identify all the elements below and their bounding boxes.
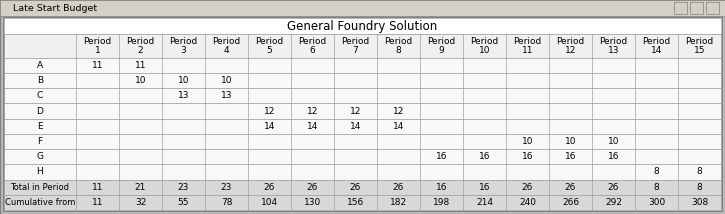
Text: 308: 308 xyxy=(691,198,708,207)
Text: 13: 13 xyxy=(220,91,232,100)
Text: 11: 11 xyxy=(92,61,103,70)
Text: 240: 240 xyxy=(519,198,536,207)
Text: 156: 156 xyxy=(347,198,364,207)
Text: 26: 26 xyxy=(393,183,404,192)
Text: 16: 16 xyxy=(522,152,534,161)
Text: 55: 55 xyxy=(178,198,189,207)
Text: 11: 11 xyxy=(135,61,146,70)
Text: 14: 14 xyxy=(264,122,276,131)
Text: 78: 78 xyxy=(220,198,232,207)
Text: 12: 12 xyxy=(393,107,404,116)
Text: Total in Period: Total in Period xyxy=(10,183,70,192)
Text: G: G xyxy=(36,152,44,161)
Text: General Foundry Solution: General Foundry Solution xyxy=(287,20,438,33)
Text: D: D xyxy=(36,107,44,116)
Text: 292: 292 xyxy=(605,198,622,207)
Text: 198: 198 xyxy=(433,198,450,207)
Text: F: F xyxy=(38,137,43,146)
Text: 214: 214 xyxy=(476,198,493,207)
Bar xyxy=(4,88,721,103)
Bar xyxy=(0,0,725,16)
Text: 266: 266 xyxy=(562,198,579,207)
Text: 26: 26 xyxy=(307,183,318,192)
Text: 23: 23 xyxy=(178,183,189,192)
Text: Period
1: Period 1 xyxy=(83,37,112,55)
Text: Late Start Budget: Late Start Budget xyxy=(13,3,97,12)
Text: Period
2: Period 2 xyxy=(126,37,154,55)
Bar xyxy=(4,34,721,58)
Bar xyxy=(4,119,721,134)
Text: Period
8: Period 8 xyxy=(384,37,413,55)
Text: 16: 16 xyxy=(478,183,490,192)
Text: 12: 12 xyxy=(307,107,318,116)
Text: Cumulative from: Cumulative from xyxy=(5,198,75,207)
Bar xyxy=(4,134,721,149)
Bar xyxy=(4,180,721,195)
Text: 16: 16 xyxy=(478,152,490,161)
Bar xyxy=(674,2,687,14)
Bar xyxy=(4,164,721,180)
Text: Period
11: Period 11 xyxy=(513,37,542,55)
Text: 21: 21 xyxy=(135,183,146,192)
Text: 8: 8 xyxy=(654,167,659,177)
Text: 14: 14 xyxy=(349,122,361,131)
Text: 10: 10 xyxy=(565,137,576,146)
Text: 8: 8 xyxy=(697,167,703,177)
Text: Period
6: Period 6 xyxy=(299,37,327,55)
Bar xyxy=(4,73,721,88)
Text: 26: 26 xyxy=(608,183,619,192)
Text: 16: 16 xyxy=(436,183,447,192)
Text: 130: 130 xyxy=(304,198,321,207)
Text: C: C xyxy=(37,91,43,100)
Text: 26: 26 xyxy=(349,183,361,192)
Text: Period
3: Period 3 xyxy=(170,37,198,55)
Text: 26: 26 xyxy=(264,183,276,192)
Text: 12: 12 xyxy=(349,107,361,116)
Text: 11: 11 xyxy=(92,183,103,192)
Text: Period
14: Period 14 xyxy=(642,37,671,55)
Text: A: A xyxy=(37,61,43,70)
Text: 10: 10 xyxy=(522,137,534,146)
Text: 12: 12 xyxy=(264,107,276,116)
Text: 10: 10 xyxy=(608,137,619,146)
Text: Period
12: Period 12 xyxy=(556,37,584,55)
Text: 32: 32 xyxy=(135,198,146,207)
Text: Period
10: Period 10 xyxy=(471,37,499,55)
Text: 10: 10 xyxy=(135,76,146,85)
Text: H: H xyxy=(37,167,43,177)
Text: 13: 13 xyxy=(178,91,189,100)
Text: 16: 16 xyxy=(608,152,619,161)
Text: 11: 11 xyxy=(92,198,103,207)
Text: 26: 26 xyxy=(565,183,576,192)
Text: 10: 10 xyxy=(178,76,189,85)
Text: B: B xyxy=(37,76,43,85)
Text: 14: 14 xyxy=(307,122,318,131)
Text: 10: 10 xyxy=(220,76,232,85)
Text: 23: 23 xyxy=(221,183,232,192)
Text: Period
5: Period 5 xyxy=(255,37,283,55)
Text: Period
15: Period 15 xyxy=(685,37,713,55)
Text: 16: 16 xyxy=(565,152,576,161)
Text: 182: 182 xyxy=(390,198,407,207)
Bar xyxy=(4,103,721,119)
Text: 104: 104 xyxy=(261,198,278,207)
Text: 8: 8 xyxy=(697,183,703,192)
Text: 8: 8 xyxy=(654,183,659,192)
Text: 16: 16 xyxy=(436,152,447,161)
Bar xyxy=(706,2,719,14)
Bar xyxy=(4,18,721,34)
Text: E: E xyxy=(37,122,43,131)
Bar xyxy=(690,2,703,14)
Text: Period
9: Period 9 xyxy=(427,37,455,55)
Text: 14: 14 xyxy=(393,122,404,131)
Text: 300: 300 xyxy=(648,198,665,207)
Text: 26: 26 xyxy=(522,183,533,192)
Text: Period
13: Period 13 xyxy=(600,37,628,55)
Bar xyxy=(4,195,721,210)
Bar xyxy=(4,149,721,164)
Text: Period
4: Period 4 xyxy=(212,37,241,55)
Bar xyxy=(4,58,721,73)
Text: Period
7: Period 7 xyxy=(341,37,370,55)
